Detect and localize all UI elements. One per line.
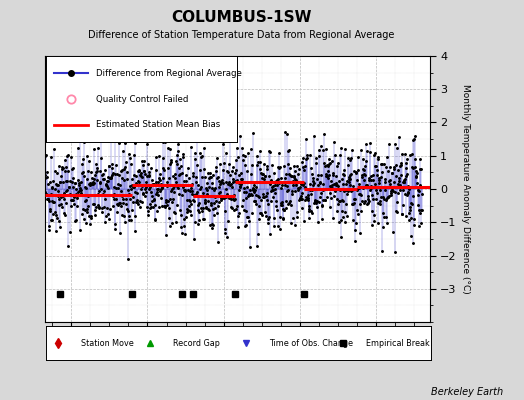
Text: Time of Obs. Change: Time of Obs. Change	[269, 338, 354, 348]
Text: Empirical Break: Empirical Break	[366, 338, 430, 348]
Text: COLUMBUS-1SW: COLUMBUS-1SW	[171, 10, 311, 25]
Text: Record Gap: Record Gap	[173, 338, 220, 348]
Text: Estimated Station Mean Bias: Estimated Station Mean Bias	[96, 120, 220, 129]
Text: Difference of Station Temperature Data from Regional Average: Difference of Station Temperature Data f…	[88, 30, 394, 40]
Text: Quality Control Failed: Quality Control Failed	[96, 94, 188, 104]
Text: Berkeley Earth: Berkeley Earth	[431, 387, 503, 397]
Y-axis label: Monthly Temperature Anomaly Difference (°C): Monthly Temperature Anomaly Difference (…	[462, 84, 471, 294]
Text: Difference from Regional Average: Difference from Regional Average	[96, 69, 242, 78]
Text: Station Move: Station Move	[81, 338, 134, 348]
